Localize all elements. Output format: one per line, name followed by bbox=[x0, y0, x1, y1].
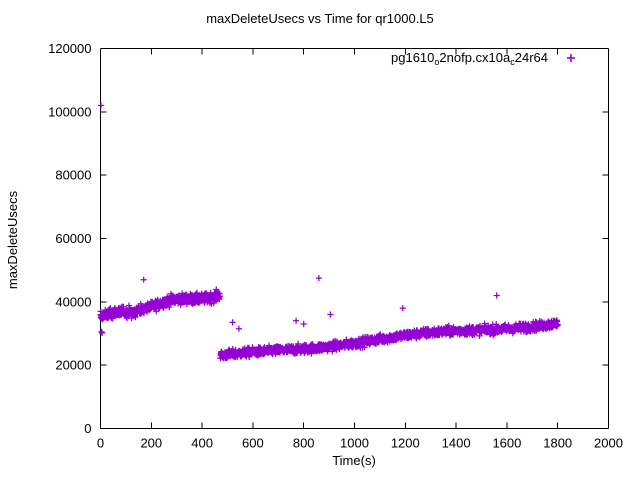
scatter-points bbox=[97, 102, 561, 362]
x-tick-label: 800 bbox=[293, 436, 315, 451]
x-tick-label: 400 bbox=[191, 436, 213, 451]
x-tick-label: 1000 bbox=[340, 436, 369, 451]
y-axis-title: maxDeleteUsecs bbox=[5, 190, 20, 289]
chart-legend: pg1610o2nofp.cx10ac24r64 bbox=[391, 50, 575, 67]
x-tick-label: 600 bbox=[242, 436, 264, 451]
x-tick-label: 1600 bbox=[492, 436, 521, 451]
chart-title: maxDeleteUsecs vs Time for qr1000.L5 bbox=[206, 11, 434, 26]
y-tick-label: 20000 bbox=[55, 358, 91, 373]
x-axis-ticks: 0 200 400 600 800 1000 1200 1400 1600 1800 2000 bbox=[97, 48, 623, 451]
x-tick-label: 2000 bbox=[594, 436, 623, 451]
data-points-layer bbox=[97, 102, 561, 362]
y-tick-label: 60000 bbox=[55, 231, 91, 246]
y-tick-label: 0 bbox=[84, 421, 91, 436]
y-tick-label: 100000 bbox=[48, 104, 91, 119]
y-tick-label: 80000 bbox=[55, 168, 91, 183]
x-tick-label: 1400 bbox=[442, 436, 471, 451]
legend-marker-plus-icon bbox=[567, 54, 575, 62]
plot-border bbox=[100, 48, 609, 429]
x-axis-title: Time(s) bbox=[332, 453, 376, 468]
y-tick-label: 120000 bbox=[48, 41, 91, 56]
x-tick-label: 0 bbox=[97, 436, 104, 451]
x-tick-label: 200 bbox=[140, 436, 162, 451]
x-tick-label: 1200 bbox=[391, 436, 420, 451]
legend-series-label: pg1610o2nofp.cx10ac24r64 bbox=[391, 50, 548, 67]
y-tick-label: 40000 bbox=[55, 294, 91, 309]
x-tick-label: 1800 bbox=[543, 436, 572, 451]
y-axis-ticks: 0 20000 40000 60000 80000 100000 120000 bbox=[48, 41, 609, 436]
